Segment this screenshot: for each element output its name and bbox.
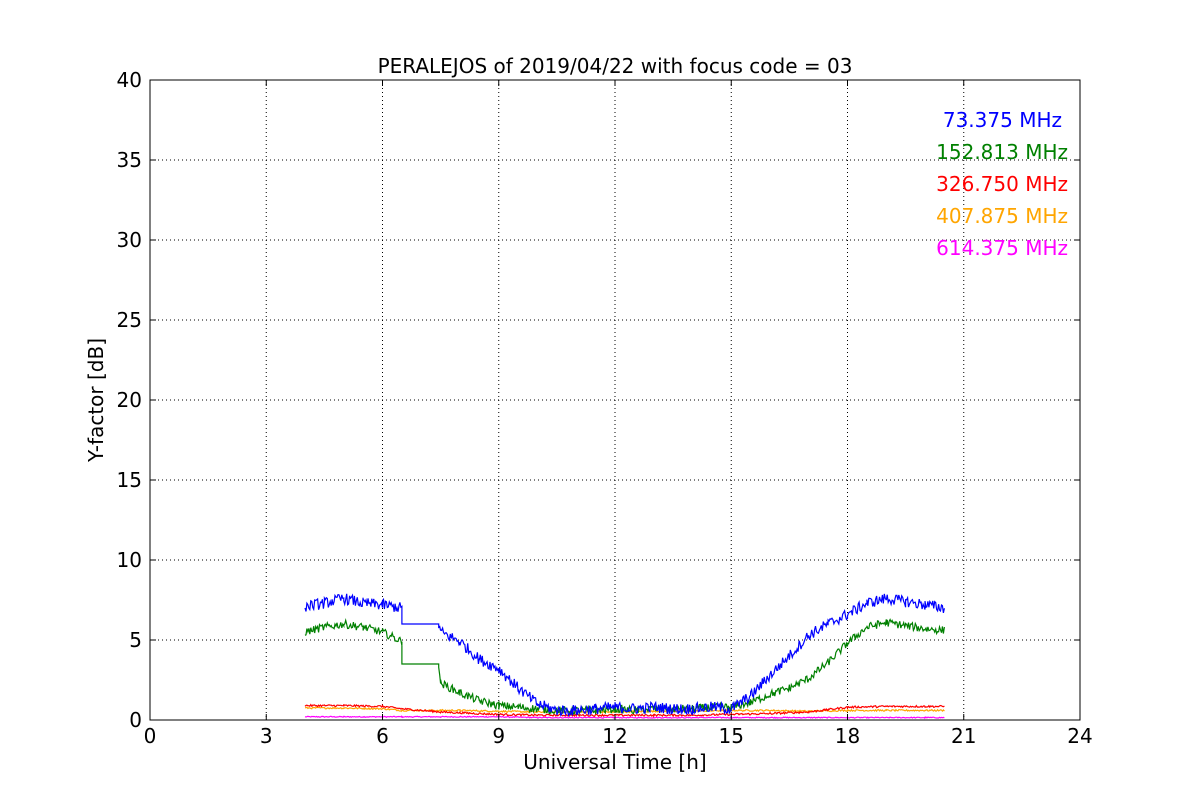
series-lines: [304, 593, 945, 720]
series-line: [304, 593, 945, 718]
y-tick-label: 30: [117, 228, 142, 252]
x-tick-label: 15: [719, 724, 744, 748]
y-tick-label: 5: [129, 628, 142, 652]
x-tick-label: 12: [602, 724, 627, 748]
x-tick-label: 6: [376, 724, 389, 748]
chart-title: PERALEJOS of 2019/04/22 with focus code …: [378, 54, 853, 78]
series-line: [304, 715, 945, 720]
y-tick-label: 25: [117, 308, 142, 332]
y-tick-label: 15: [117, 468, 142, 492]
y-tick-label: 20: [117, 388, 142, 412]
grid: [150, 80, 1080, 720]
x-tick-label: 21: [951, 724, 976, 748]
x-tick-label: 9: [492, 724, 505, 748]
x-tick-label: 24: [1067, 724, 1092, 748]
legend-entry: 326.750 MHz: [936, 172, 1068, 196]
legend-entry: 73.375 MHz: [943, 108, 1062, 132]
x-tick-label: 18: [835, 724, 860, 748]
y-tick-label: 40: [117, 68, 142, 92]
series-line: [304, 703, 945, 718]
x-tick-label: 3: [260, 724, 273, 748]
y-tick-label: 10: [117, 548, 142, 572]
legend-entry: 614.375 MHz: [936, 236, 1068, 260]
series-line: [304, 617, 945, 716]
legend-entry: 407.875 MHz: [936, 204, 1068, 228]
legend-entry: 152.813 MHz: [936, 140, 1068, 164]
x-axis-label: Universal Time [h]: [523, 750, 706, 774]
x-tick-label: 0: [144, 724, 157, 748]
ticks: 0 3 6 9 12 15 18 21 24 0 5 10 15 20 25 30 35 40: [117, 68, 1093, 748]
legend: 73.375 MHz 152.813 MHz 326.750 MHz 407.875 …: [936, 108, 1068, 260]
y-tick-label: 35: [117, 148, 142, 172]
y-axis-label: Y-factor [dB]: [84, 338, 108, 463]
y-tick-label: 0: [129, 708, 142, 732]
